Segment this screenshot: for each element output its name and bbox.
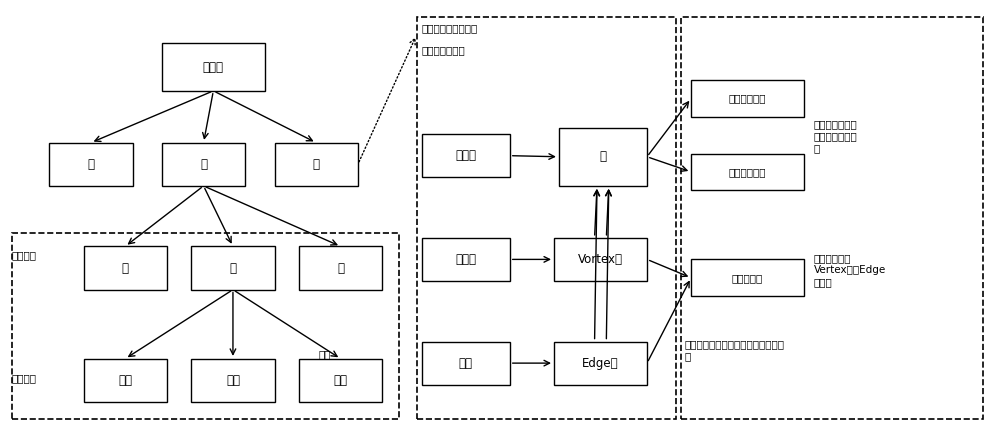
Bar bbox=[691, 259, 804, 296]
Text: 类: 类 bbox=[599, 150, 606, 163]
Text: 键値模型和文档
模型数据由类支
持: 键値模型和文档 模型数据由类支 持 bbox=[814, 120, 857, 153]
Text: 文件记录: 文件记录 bbox=[12, 373, 37, 383]
Text: 普通表、顶点表和边: 普通表、顶点表和边 bbox=[422, 23, 478, 33]
Text: 表是举的实例化: 表是举的实例化 bbox=[422, 45, 465, 55]
Bar bbox=[12, 233, 399, 419]
Bar bbox=[84, 247, 167, 290]
Text: 物理文件: 物理文件 bbox=[12, 250, 37, 260]
Bar bbox=[162, 43, 265, 91]
Text: 记录: 记录 bbox=[118, 374, 132, 387]
Text: 类: 类 bbox=[200, 158, 207, 171]
Text: 边表: 边表 bbox=[459, 357, 473, 370]
Text: 数据: 数据 bbox=[319, 349, 331, 359]
Bar bbox=[422, 134, 510, 177]
Text: 类: 类 bbox=[313, 158, 320, 171]
Bar bbox=[275, 143, 358, 186]
Bar bbox=[191, 247, 275, 290]
Text: 簇: 簇 bbox=[122, 262, 129, 275]
Text: 图模型数据由
Vertex类和Edge
类支持: 图模型数据由 Vertex类和Edge 类支持 bbox=[814, 254, 886, 287]
Bar bbox=[554, 341, 647, 385]
Text: Vortex类: Vortex类 bbox=[578, 253, 623, 266]
Text: 顶点表和边表也可以支持二种模型数
据: 顶点表和边表也可以支持二种模型数 据 bbox=[684, 340, 784, 361]
Bar bbox=[299, 247, 382, 290]
Bar bbox=[191, 359, 275, 402]
Bar bbox=[559, 127, 647, 186]
Text: 记录: 记录 bbox=[226, 374, 240, 387]
Bar bbox=[691, 153, 804, 190]
Bar bbox=[422, 238, 510, 281]
Text: 簇: 簇 bbox=[229, 262, 236, 275]
Text: 图模型数据: 图模型数据 bbox=[732, 273, 763, 283]
Bar bbox=[422, 341, 510, 385]
Text: 键値模型数据: 键値模型数据 bbox=[729, 93, 766, 103]
Bar bbox=[162, 143, 245, 186]
Bar bbox=[691, 80, 804, 117]
Text: 数据库: 数据库 bbox=[203, 60, 224, 74]
Bar bbox=[417, 17, 676, 419]
Bar bbox=[299, 359, 382, 402]
Text: 顶点表: 顶点表 bbox=[455, 253, 476, 266]
Text: 类: 类 bbox=[87, 158, 94, 171]
Text: 普通表: 普通表 bbox=[455, 149, 476, 162]
Text: 文档模型数据: 文档模型数据 bbox=[729, 167, 766, 177]
Bar bbox=[49, 143, 132, 186]
Text: 记录: 记录 bbox=[334, 374, 348, 387]
Text: 簇: 簇 bbox=[337, 262, 344, 275]
Bar bbox=[84, 359, 167, 402]
Bar bbox=[681, 17, 983, 419]
Bar bbox=[554, 238, 647, 281]
Text: Edge类: Edge类 bbox=[582, 357, 619, 370]
